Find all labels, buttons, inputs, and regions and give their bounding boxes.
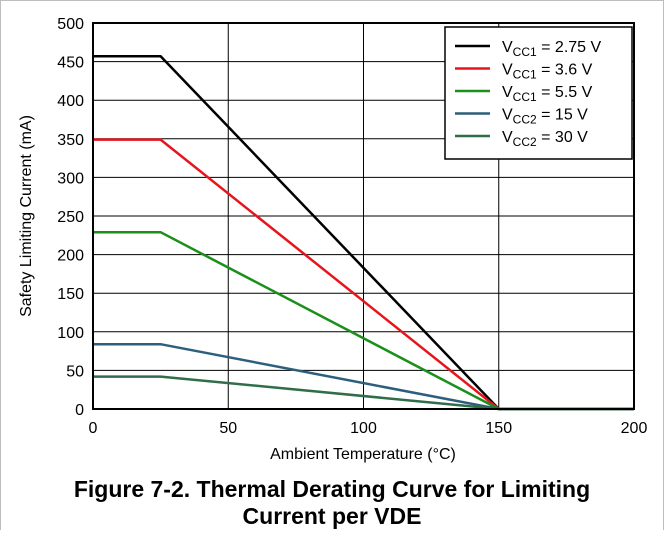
legend-label-3: VCC1 = 5.5 V — [502, 84, 593, 104]
grid-lines — [92, 22, 635, 410]
legend-label-main: V — [502, 84, 513, 101]
legend-label-value: = 3.6 V — [537, 62, 593, 79]
y-tick-label: 300 — [57, 170, 84, 187]
legend-label-subscript: CC2 — [513, 113, 537, 127]
y-tick-label: 500 — [57, 16, 84, 33]
y-tick-label: 0 — [75, 402, 84, 419]
y-tick-label: 250 — [57, 209, 84, 226]
legend-label-1: VCC1 = 2.75 V — [502, 39, 602, 59]
legend-label-subscript: CC2 — [513, 135, 537, 149]
legend-label-subscript: CC1 — [513, 45, 537, 59]
legend-label-main: V — [502, 107, 513, 124]
x-tick-label: 50 — [219, 420, 237, 437]
y-tick-label: 350 — [57, 132, 84, 149]
legend-label-value: = 30 V — [537, 129, 588, 146]
y-tick-labels: 0 50 100 150 200 250 300 350 400 450 500 — [57, 16, 84, 419]
legend-label-main: V — [502, 129, 513, 146]
derating-chart: 0 50 100 150 200 0 50 100 150 200 250 300 350 400 450… — [18, 16, 648, 463]
legend-label-subscript: CC1 — [513, 68, 537, 82]
y-tick-label: 50 — [66, 363, 84, 380]
legend-label-value: = 2.75 V — [537, 39, 602, 56]
y-axis-label: Safety Limiting Current (mA) — [18, 115, 35, 317]
x-axis-label: Ambient Temperature (°C) — [270, 446, 456, 463]
legend-label-2: VCC1 = 3.6 V — [502, 62, 593, 82]
legend-label-main: V — [502, 62, 513, 79]
y-tick-label: 100 — [57, 325, 84, 342]
legend-label-5: VCC2 = 30 V — [502, 129, 588, 149]
y-tick-label: 200 — [57, 248, 84, 265]
x-tick-label: 200 — [621, 420, 648, 437]
legend-label-main: V — [502, 39, 513, 56]
x-tick-labels: 0 50 100 150 200 — [89, 420, 648, 437]
y-tick-label: 400 — [57, 93, 84, 110]
y-tick-label: 450 — [57, 55, 84, 72]
plot-border — [92, 22, 635, 410]
legend-label-4: VCC2 = 15 V — [502, 107, 588, 127]
x-tick-label: 100 — [350, 420, 377, 437]
legend-label-subscript: CC1 — [513, 90, 537, 104]
x-tick-label: 0 — [89, 420, 98, 437]
legend-label-value: = 15 V — [537, 107, 588, 124]
figure-frame-left — [0, 0, 1, 530]
legend-label-value: = 5.5 V — [537, 84, 593, 101]
figure-frame-top — [0, 0, 664, 1]
caption-line-2: Current per VDE — [242, 503, 422, 529]
x-tick-label: 150 — [485, 420, 512, 437]
y-tick-label: 150 — [57, 286, 84, 303]
caption-line-1: Figure 7-2. Thermal Derating Curve for L… — [73, 476, 591, 502]
figure-caption: Figure 7-2. Thermal Derating Curve for L… — [0, 476, 664, 530]
